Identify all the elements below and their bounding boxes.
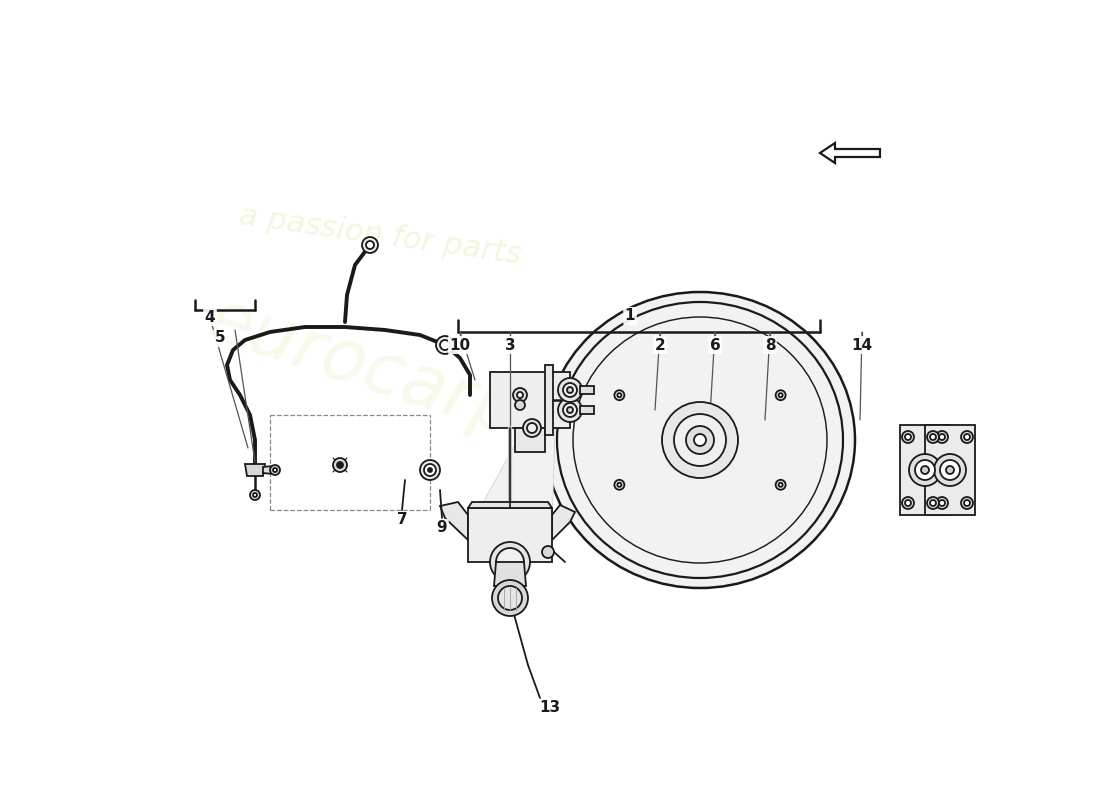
Circle shape: [686, 426, 714, 454]
Circle shape: [936, 431, 948, 443]
Polygon shape: [468, 508, 552, 562]
Text: 10: 10: [450, 338, 471, 353]
Circle shape: [927, 431, 939, 443]
Polygon shape: [440, 502, 467, 540]
Circle shape: [615, 480, 625, 490]
Polygon shape: [515, 428, 544, 452]
Polygon shape: [925, 425, 975, 515]
Circle shape: [927, 497, 939, 509]
Circle shape: [964, 434, 970, 440]
Polygon shape: [900, 425, 950, 515]
Circle shape: [934, 454, 966, 486]
Circle shape: [515, 400, 525, 410]
Circle shape: [936, 497, 948, 509]
Circle shape: [270, 465, 280, 475]
Circle shape: [566, 387, 573, 393]
Circle shape: [498, 586, 522, 610]
Text: 3: 3: [505, 338, 515, 353]
Circle shape: [902, 431, 914, 443]
Polygon shape: [494, 562, 526, 586]
Circle shape: [253, 493, 257, 497]
Polygon shape: [468, 502, 552, 508]
Circle shape: [517, 392, 522, 398]
Text: 13: 13: [539, 701, 561, 715]
Polygon shape: [580, 406, 594, 414]
Text: 6: 6: [710, 338, 720, 353]
Circle shape: [615, 390, 625, 400]
Circle shape: [566, 407, 573, 413]
Circle shape: [930, 500, 936, 506]
Circle shape: [496, 548, 524, 576]
Circle shape: [558, 378, 582, 402]
Circle shape: [909, 454, 940, 486]
Circle shape: [424, 464, 436, 476]
Circle shape: [964, 500, 970, 506]
Polygon shape: [544, 365, 553, 435]
Circle shape: [946, 466, 954, 474]
Text: eurocarparts: eurocarparts: [199, 286, 661, 494]
Circle shape: [674, 414, 726, 466]
Circle shape: [420, 460, 440, 480]
Text: 4: 4: [205, 310, 216, 325]
Polygon shape: [245, 464, 265, 476]
Circle shape: [940, 460, 960, 480]
Circle shape: [961, 431, 974, 443]
Circle shape: [542, 546, 554, 558]
Text: 1: 1: [625, 309, 636, 323]
Circle shape: [779, 393, 782, 397]
Circle shape: [694, 434, 706, 446]
Polygon shape: [552, 505, 575, 540]
Polygon shape: [263, 466, 273, 474]
Circle shape: [915, 460, 935, 480]
Circle shape: [662, 402, 738, 478]
Circle shape: [362, 237, 378, 253]
Text: 9: 9: [437, 521, 448, 535]
Text: a passion for parts: a passion for parts: [236, 201, 522, 269]
Circle shape: [428, 468, 432, 472]
Circle shape: [779, 483, 782, 486]
Circle shape: [558, 398, 582, 422]
Circle shape: [333, 458, 346, 472]
Ellipse shape: [544, 292, 855, 588]
Circle shape: [930, 434, 936, 440]
Circle shape: [337, 462, 343, 468]
Polygon shape: [490, 372, 570, 428]
Circle shape: [905, 434, 911, 440]
Polygon shape: [468, 372, 556, 530]
Circle shape: [939, 500, 945, 506]
Circle shape: [522, 419, 541, 437]
Circle shape: [902, 497, 914, 509]
Circle shape: [961, 497, 974, 509]
Circle shape: [436, 336, 454, 354]
Text: 2: 2: [654, 338, 666, 353]
Circle shape: [617, 482, 621, 486]
Circle shape: [939, 434, 945, 440]
Circle shape: [776, 480, 785, 490]
Circle shape: [563, 403, 578, 417]
Circle shape: [527, 423, 537, 433]
Text: 7: 7: [397, 513, 407, 527]
Circle shape: [366, 241, 374, 249]
Circle shape: [273, 468, 277, 472]
Circle shape: [490, 542, 530, 582]
Text: 8: 8: [764, 338, 776, 353]
Circle shape: [250, 490, 260, 500]
Circle shape: [563, 383, 578, 397]
Circle shape: [513, 388, 527, 402]
Circle shape: [617, 393, 621, 397]
Circle shape: [921, 466, 929, 474]
Circle shape: [776, 390, 785, 400]
Circle shape: [905, 500, 911, 506]
Circle shape: [492, 580, 528, 616]
Circle shape: [440, 340, 450, 350]
Text: 14: 14: [851, 338, 872, 353]
Text: 5: 5: [214, 330, 225, 346]
Polygon shape: [580, 386, 594, 394]
